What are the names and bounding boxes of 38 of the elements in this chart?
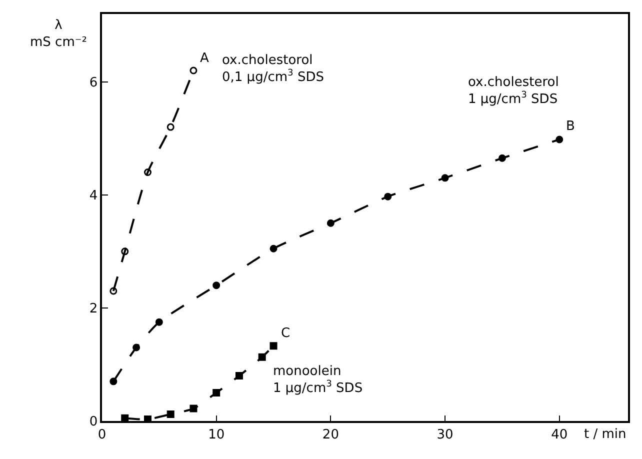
point	[121, 248, 129, 256]
point	[270, 244, 278, 252]
annotation: ox.cholestorol 0,1 µg/cm$^{3}$ SDS	[222, 53, 324, 85]
point	[190, 404, 198, 412]
point	[110, 378, 118, 386]
x-tick-label: 10	[208, 427, 225, 442]
point	[155, 318, 163, 326]
point	[326, 219, 334, 227]
point	[166, 123, 174, 131]
series-label: A	[200, 51, 209, 66]
y-tick-label: 6	[89, 75, 98, 90]
point	[190, 66, 198, 74]
annotation: monoolein 1 µg/cm$^{3}$ SDS	[273, 364, 363, 396]
x-tick-label: 20	[322, 427, 339, 442]
point	[556, 136, 564, 144]
point	[384, 192, 392, 200]
point	[441, 174, 449, 182]
point	[132, 344, 140, 352]
x-axis-title: t / min	[584, 427, 626, 442]
point	[270, 342, 278, 350]
point	[258, 353, 266, 361]
x-tick-label: 30	[436, 427, 454, 442]
y-axis-title: λ mS cm⁻²	[30, 18, 87, 50]
series-label: B	[566, 119, 575, 134]
point	[121, 414, 129, 421]
point	[110, 287, 118, 295]
x-tick-label: 40	[551, 427, 568, 442]
y-tick-label: 4	[89, 188, 98, 204]
series-label: C	[281, 326, 290, 341]
y-tick-label: 2	[89, 301, 98, 316]
point	[212, 388, 220, 396]
y-tick-label: 0	[89, 414, 98, 430]
point	[166, 410, 174, 418]
annotation: ox.cholesterol 1 µg/cm$^{3}$ SDS	[468, 75, 559, 107]
point	[498, 154, 506, 162]
point	[212, 282, 220, 290]
point	[144, 168, 152, 176]
point	[235, 372, 243, 380]
